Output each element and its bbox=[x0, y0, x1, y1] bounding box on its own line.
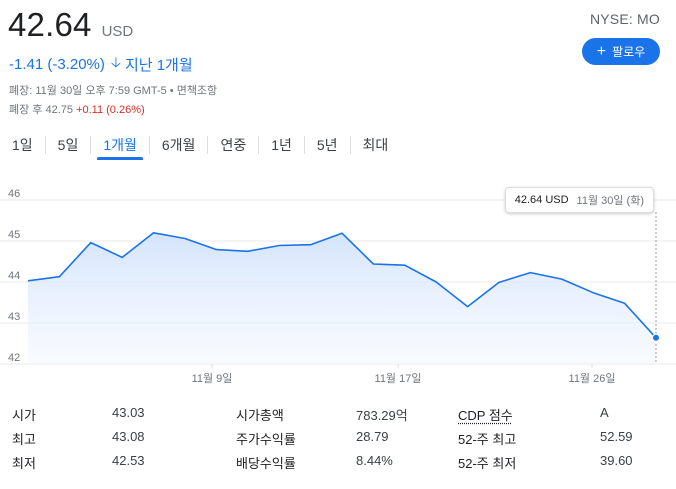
tab-divider bbox=[207, 136, 209, 154]
stat-value: A bbox=[600, 405, 609, 420]
stat-label: 배당수익률 bbox=[236, 456, 296, 471]
price-line bbox=[27, 232, 657, 339]
tab-label: 6개월 bbox=[161, 137, 196, 153]
tab-divider bbox=[148, 136, 150, 154]
stat-value: 42.53 bbox=[112, 453, 145, 468]
ticker-symbol: NYSE: MO bbox=[589, 11, 660, 27]
tab-1m[interactable]: 1개월 bbox=[91, 130, 149, 160]
tab-label: 1개월 bbox=[103, 137, 137, 153]
arrow-down-icon: 🡣 bbox=[110, 54, 121, 70]
tab-1d[interactable]: 1일 bbox=[0, 130, 45, 160]
tab-divider bbox=[303, 136, 305, 154]
stat-value: 28.79 bbox=[356, 429, 389, 444]
tab-max[interactable]: 최대 bbox=[351, 130, 401, 160]
follow-button[interactable]: + 팔로우 bbox=[582, 38, 660, 65]
stats-row: 시가 43.03 시가총액 783.29억 CDP 점수 A bbox=[0, 405, 676, 429]
y-tick-label: 42 bbox=[8, 352, 20, 364]
stat-label: 시가총액 bbox=[236, 408, 284, 423]
tab-label: 최대 bbox=[362, 137, 389, 153]
stat-label: 52-주 최고 bbox=[458, 432, 517, 447]
stat-value: 783.29억 bbox=[356, 408, 408, 423]
tab-ytd[interactable]: 연중 bbox=[208, 130, 258, 160]
stat-label: 최저 bbox=[12, 456, 36, 471]
stat-value: 39.60 bbox=[600, 453, 633, 468]
price-area-fill bbox=[28, 232, 656, 364]
stat-label: 주가수익률 bbox=[236, 432, 296, 447]
x-tick-label: 11월 9일 bbox=[192, 371, 233, 385]
price-tooltip: 42.64 USD 11월 30일 (화) bbox=[504, 187, 654, 213]
y-tick-label: 46 bbox=[8, 188, 20, 200]
plus-icon: + bbox=[596, 42, 607, 60]
tab-divider bbox=[349, 136, 351, 154]
y-tick-label: 44 bbox=[8, 270, 20, 282]
stats-row: 최고 43.08 주가수익률 28.79 52-주 최고 52.59 bbox=[0, 429, 676, 453]
tab-label: 1일 bbox=[12, 137, 33, 153]
tab-divider bbox=[90, 136, 92, 154]
tab-label: 연중 bbox=[220, 137, 247, 153]
tab-6m[interactable]: 6개월 bbox=[150, 130, 208, 160]
change-value: -1.41 (-3.20%) bbox=[9, 55, 105, 73]
tab-label: 5년 bbox=[316, 137, 338, 153]
stat-value: 52.59 bbox=[600, 429, 633, 444]
close-info-text: 폐장: 11월 30일 오후 7:59 GMT-5 • 면책조항 bbox=[9, 85, 218, 97]
tab-divider bbox=[44, 136, 46, 154]
tab-5d[interactable]: 5일 bbox=[46, 130, 91, 160]
y-tick-label: 43 bbox=[8, 311, 20, 323]
price-chart[interactable]: 46 45 44 43 42 11월 9일 11월 17일 11월 26일 bbox=[0, 182, 676, 392]
stat-value: 43.08 bbox=[112, 429, 145, 444]
current-price: 42.64 bbox=[8, 6, 92, 43]
y-tick-label: 45 bbox=[8, 229, 20, 241]
after-hours-label: 폐장 후 42.75 bbox=[9, 104, 73, 116]
stat-value: 8.44% bbox=[356, 453, 393, 468]
tab-5y[interactable]: 5년 bbox=[305, 130, 350, 160]
price-header: 42.64 USD bbox=[8, 6, 133, 44]
follow-button-label: 팔로우 bbox=[612, 45, 646, 59]
tooltip-date: 11월 30일 (화) bbox=[576, 195, 644, 207]
stat-label: 최고 bbox=[12, 432, 36, 447]
tooltip-price: 42.64 USD bbox=[514, 194, 569, 206]
stat-value: 43.03 bbox=[112, 405, 145, 420]
x-tick-label: 11월 17일 bbox=[375, 371, 422, 385]
price-change: -1.41 (-3.20%) 🡣 지난 1개월 bbox=[9, 52, 193, 76]
cdp-score-link[interactable]: CDP 점수 bbox=[458, 408, 513, 423]
change-period: 지난 1개월 bbox=[124, 56, 193, 74]
stat-label: 시가 bbox=[12, 408, 36, 423]
close-info: 폐장: 11월 30일 오후 7:59 GMT-5 • 면책조항 bbox=[9, 82, 217, 98]
tab-label: 5일 bbox=[57, 137, 79, 153]
stats-row: 최저 42.53 배당수익률 8.44% 52-주 최저 39.60 bbox=[0, 453, 676, 477]
currency-label: USD bbox=[101, 23, 134, 40]
tab-divider bbox=[258, 136, 260, 154]
x-tick-label: 11월 26일 bbox=[569, 371, 616, 385]
range-tabs: 1일 5일 1개월 6개월 연중 1년 5년 최대 bbox=[0, 130, 400, 160]
tab-1y[interactable]: 1년 bbox=[259, 130, 304, 160]
stat-label: 52-주 최저 bbox=[458, 456, 517, 471]
after-hours-info: 폐장 후 42.75 +0.11 (0.26%) bbox=[9, 101, 145, 117]
last-point-marker bbox=[652, 333, 660, 342]
tab-label: 1년 bbox=[271, 137, 292, 153]
after-hours-change: +0.11 (0.26%) bbox=[76, 104, 145, 116]
